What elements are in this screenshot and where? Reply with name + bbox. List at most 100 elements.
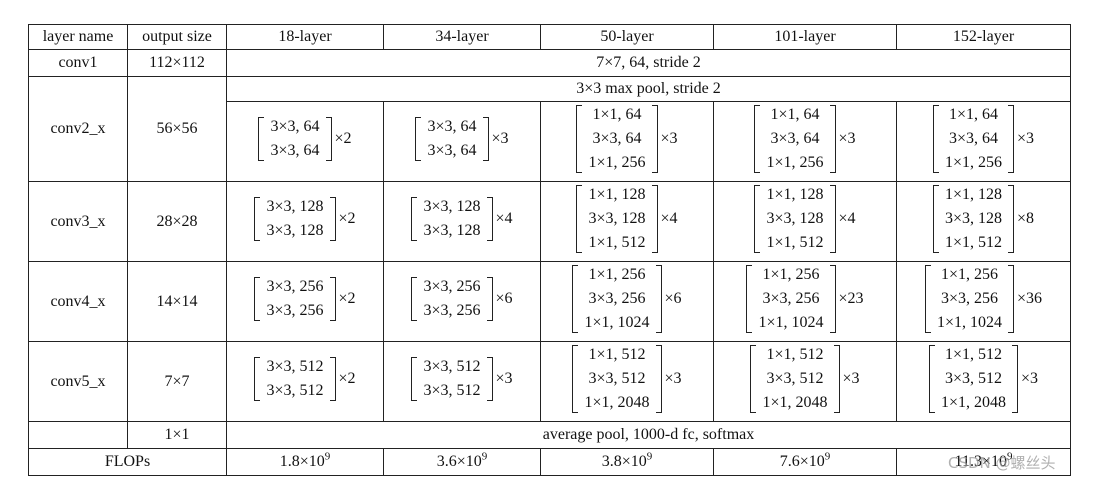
watermark: CSDN @螺丝头	[948, 454, 1056, 472]
right-bracket	[486, 356, 493, 401]
layer-spec: 1×1, 64	[770, 105, 820, 123]
right-bracket	[651, 184, 658, 253]
spec: average pool, 1000-d fc, softmax	[226, 421, 1071, 449]
right-bracket	[829, 184, 836, 253]
left-bracket	[572, 264, 579, 333]
flops-value: 3.8×109	[540, 448, 714, 476]
block-cell: 1×1, 128 3×3, 128 1×1, 512 ×4	[540, 181, 714, 262]
layer-spec: 1×1, 128	[944, 185, 1002, 203]
layer-spec: 1×1, 2048	[584, 393, 650, 411]
repeat: ×3	[491, 129, 509, 147]
repeat: ×4	[495, 209, 513, 227]
block-cell: 1×1, 512 3×3, 512 1×1, 2048 ×3	[896, 341, 1071, 422]
block-cell: 1×1, 512 3×3, 512 1×1, 2048 ×3	[540, 341, 714, 422]
block: 1×1, 128 3×3, 128 1×1, 512 ×8	[932, 183, 1035, 255]
left-bracket	[928, 344, 935, 413]
layer-spec: 3×3, 64	[427, 117, 477, 135]
output-size: 56×56	[127, 76, 227, 182]
layer-spec: 1×1, 256	[766, 153, 824, 171]
repeat: ×4	[838, 209, 856, 227]
layer-spec: 3×3, 64	[270, 117, 320, 135]
block-cell: 1×1, 64 3×3, 64 1×1, 256 ×3	[896, 101, 1071, 182]
left-bracket	[754, 184, 761, 253]
flops-exp: 9	[646, 450, 653, 463]
flops-value: 11.3×109	[896, 448, 1071, 476]
repeat: ×3	[1017, 129, 1035, 147]
block-cell: 3×3, 256 3×3, 256 ×6	[383, 261, 541, 342]
repeat: ×2	[334, 129, 352, 147]
empty-cell	[28, 421, 128, 449]
left-bracket	[750, 344, 757, 413]
block-cell: 1×1, 512 3×3, 512 1×1, 2048 ×3	[713, 341, 897, 422]
repeat: ×8	[1017, 209, 1035, 227]
left-bracket	[411, 356, 418, 401]
block-layers: 3×3, 64 3×3, 64	[421, 115, 482, 163]
block: 3×3, 64 3×3, 64 ×3	[415, 115, 509, 163]
stage-row: 3×3, 64 3×3, 64 ×2 3×3, 64 3×3, 64 ×3 1×1, 64 3…	[29, 101, 1071, 182]
left-bracket	[411, 276, 418, 321]
header-cell: 101-layer	[713, 24, 897, 50]
output-size: 28×28	[127, 181, 227, 262]
stage-row: conv4_x 14×14 3×3, 256 3×3, 256 ×2 3×3, 256 3×…	[28, 261, 1071, 342]
layer-spec: 1×1, 64	[948, 105, 998, 123]
block-cell: 1×1, 256 3×3, 256 1×1, 1024 ×23	[713, 261, 897, 342]
block: 1×1, 128 3×3, 128 1×1, 512 ×4	[576, 183, 678, 255]
repeat: ×6	[664, 289, 682, 307]
right-bracket	[1008, 184, 1014, 253]
repeat: ×3	[664, 369, 682, 387]
block-layers: 1×1, 128 3×3, 128 1×1, 512	[760, 183, 829, 255]
right-bracket	[325, 116, 332, 161]
layer-spec: 1×1, 256	[588, 265, 646, 283]
right-bracket	[486, 196, 493, 241]
block-cell: 3×3, 512 3×3, 512 ×3	[383, 341, 541, 422]
right-bracket	[655, 264, 662, 333]
layer-spec: 3×3, 64	[427, 141, 477, 159]
layer-spec: 1×1, 512	[588, 345, 646, 363]
left-bracket	[258, 116, 265, 161]
right-bracket	[655, 344, 662, 413]
repeat: ×3	[495, 369, 513, 387]
layer-spec: 3×3, 128	[266, 221, 324, 239]
block-layers: 1×1, 256 3×3, 256 1×1, 1024	[578, 263, 655, 335]
flops-exp: 9	[481, 450, 488, 463]
layer-spec: 1×1, 256	[588, 153, 646, 171]
spec-row: conv1 112×112 7×7, 64, stride 2	[28, 49, 1071, 77]
layer-spec: 1×1, 1024	[584, 313, 650, 331]
block-cell: 3×3, 64 3×3, 64 ×3	[383, 101, 541, 182]
left-bracket	[746, 264, 753, 333]
block: 3×3, 128 3×3, 128 ×2	[254, 195, 356, 243]
right-bracket	[651, 104, 658, 173]
layer-spec: 3×3, 256	[762, 289, 820, 307]
block: 3×3, 256 3×3, 256 ×2	[254, 275, 356, 323]
block: 3×3, 64 3×3, 64 ×2	[258, 115, 352, 163]
block-cell: 3×3, 64 3×3, 64 ×2	[226, 101, 384, 182]
layer-name: conv3_x	[28, 181, 128, 262]
stage-row: conv5_x 7×7 3×3, 512 3×3, 512 ×2 3×3, 512 3×3,…	[28, 341, 1071, 422]
block: 1×1, 64 3×3, 64 1×1, 256 ×3	[576, 103, 678, 175]
repeat: ×3	[838, 129, 856, 147]
layer-name: conv2_x	[28, 76, 128, 182]
block: 3×3, 256 3×3, 256 ×6	[411, 275, 513, 323]
layer-spec: 1×1, 512	[588, 233, 646, 251]
right-bracket	[833, 344, 840, 413]
block-layers: 3×3, 128 3×3, 128	[417, 195, 486, 243]
layer-spec: 3×3, 512	[423, 381, 481, 399]
layer-spec: 1×1, 128	[766, 185, 824, 203]
layer-spec: 3×3, 256	[266, 301, 324, 319]
block: 1×1, 128 3×3, 128 1×1, 512 ×4	[754, 183, 856, 255]
block-cell: 1×1, 256 3×3, 256 1×1, 1024 ×36	[896, 261, 1071, 342]
right-bracket	[329, 196, 336, 241]
resnet-table: layer name output size 18-layer 34-layer 50-…	[28, 24, 1071, 476]
block-layers: 1×1, 64 3×3, 64 1×1, 256	[760, 103, 829, 175]
layer-spec: 3×3, 256	[423, 301, 481, 319]
layer-spec: 3×3, 512	[766, 369, 824, 387]
right-bracket	[829, 264, 836, 333]
layer-name: conv1	[28, 49, 128, 77]
block-cell: 1×1, 256 3×3, 256 1×1, 1024 ×6	[540, 261, 714, 342]
layer-spec: 3×3, 256	[940, 289, 998, 307]
header-cell: 50-layer	[540, 24, 714, 50]
layer-name: conv4_x	[28, 261, 128, 342]
right-bracket	[482, 116, 489, 161]
pool-row: conv2_x 56×56 3×3 max pool, stride 2	[28, 76, 1071, 182]
output-size: 14×14	[127, 261, 227, 342]
